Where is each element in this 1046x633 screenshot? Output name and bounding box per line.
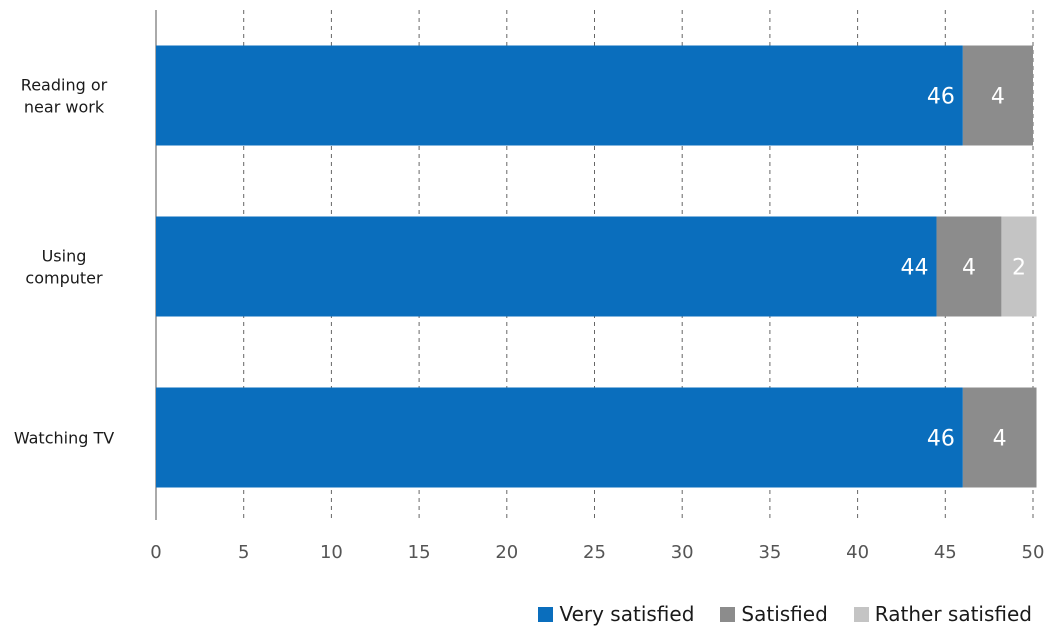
legend-label-rather-satisfied: Rather satisfied <box>874 602 1032 626</box>
category-label-watching-tv: Watching TV <box>14 429 114 448</box>
category-label-line: near work <box>24 98 105 117</box>
x-tick-labels: 0 5 10 15 20 25 30 35 40 45 50 <box>150 542 1044 563</box>
x-tick-label-20: 20 <box>495 542 518 563</box>
bar-reading-or-near-work-satisfied <box>962 45 1033 146</box>
x-tick-label-0: 0 <box>150 542 161 563</box>
data-label-watching-tv-very-satisfied: 46 <box>927 427 955 452</box>
bar-using-computer-rather-satisfied <box>1001 216 1037 317</box>
data-label-using-computer-rather-satisfied: 2 <box>1012 256 1026 281</box>
category-labels: Reading or near work Using computer Watching… <box>14 76 114 448</box>
category-label-line: Using <box>42 247 87 266</box>
x-tick-label-35: 35 <box>758 542 781 563</box>
data-label-reading-or-near-work-very-satisfied: 46 <box>927 85 955 110</box>
data-label-watching-tv-satisfied: 4 <box>993 427 1007 452</box>
legend-item-rather-satisfied: Rather satisfied <box>853 602 1032 626</box>
x-tick-label-50: 50 <box>1022 542 1045 563</box>
x-tick-label-40: 40 <box>846 542 869 563</box>
legend-item-satisfied: Satisfied <box>720 602 828 626</box>
category-label-line: Reading or <box>21 76 108 95</box>
data-label-using-computer-very-satisfied: 44 <box>901 256 929 281</box>
data-label-using-computer-satisfied: 4 <box>962 256 976 281</box>
category-label-line: Watching TV <box>14 429 114 448</box>
bar-watching-tv-very-satisfied <box>156 387 963 488</box>
category-label-reading-or-near-work: Reading or near work <box>21 76 108 117</box>
bar-using-computer-satisfied <box>936 216 1002 317</box>
data-label-reading-or-near-work-satisfied: 4 <box>991 85 1005 110</box>
bars: 46 444 4 246 4 <box>156 45 1037 488</box>
x-tick-label-30: 30 <box>671 542 694 563</box>
category-label-line: computer <box>25 269 103 288</box>
x-tick-label-10: 10 <box>320 542 343 563</box>
x-tick-label-15: 15 <box>408 542 431 563</box>
legend-label-satisfied: Satisfied <box>741 602 828 626</box>
x-tick-label-45: 45 <box>934 542 957 563</box>
legend: Very satisfied Satisfied Rather satisfie… <box>512 602 1032 626</box>
x-tick-label-25: 25 <box>583 542 606 563</box>
bar-watching-tv-satisfied <box>962 387 1037 488</box>
bar-using-computer-very-satisfied <box>156 216 937 317</box>
x-tick-label-5: 5 <box>238 542 249 563</box>
legend-swatch-rather-satisfied <box>853 606 869 622</box>
category-label-using-computer: Using computer <box>25 247 103 288</box>
legend-item-very-satisfied: Very satisfied <box>538 602 694 626</box>
bar-reading-or-near-work-very-satisfied <box>156 45 963 146</box>
legend-swatch-satisfied <box>720 606 736 622</box>
legend-label-very-satisfied: Very satisfied <box>559 602 695 626</box>
legend-swatch-very-satisfied <box>538 606 554 622</box>
